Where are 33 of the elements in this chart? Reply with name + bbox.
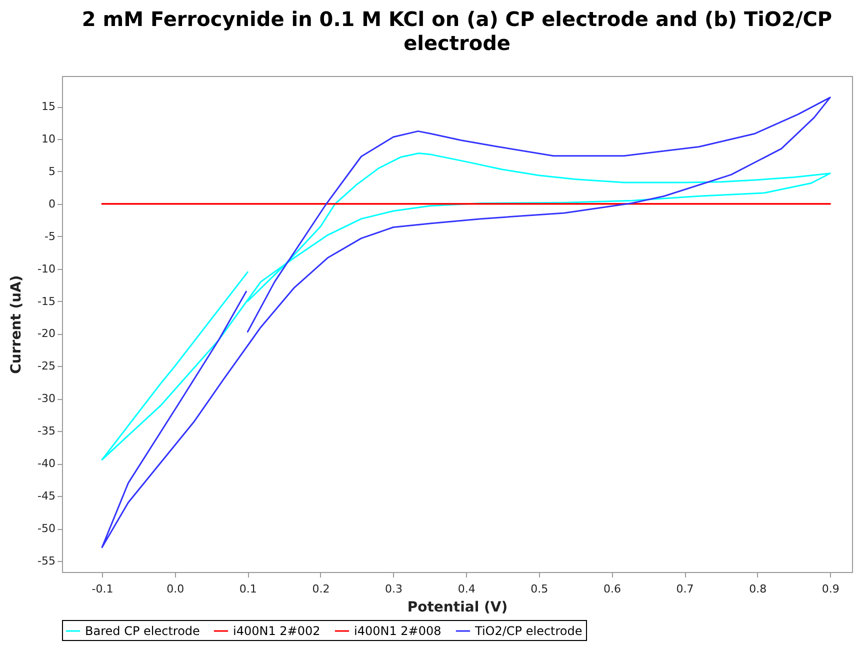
y-tick-label: -55 <box>38 554 56 568</box>
y-tick-label: -30 <box>38 392 56 406</box>
legend-label: i400N1 2#008 <box>354 624 442 638</box>
legend-label: TiO2/CP electrode <box>474 624 582 638</box>
x-tick-label: 0.6 <box>603 582 621 596</box>
y-tick-label: 0 <box>48 197 56 210</box>
y-axis-title: Current (uA) <box>8 275 25 374</box>
y-tick-label: -25 <box>38 360 56 373</box>
x-tick-label: 0.3 <box>385 582 403 596</box>
x-tick-label: 0.1 <box>239 582 257 596</box>
y-tick-label: 10 <box>42 132 56 146</box>
x-tick-label: 0.9 <box>822 582 840 596</box>
y-tick-label: -10 <box>38 262 56 276</box>
x-tick-label: 0.8 <box>749 582 767 596</box>
x-axis-title: Potential (V) <box>407 600 508 616</box>
x-tick-label: 0.7 <box>676 582 694 596</box>
y-tick-label: 5 <box>48 164 56 178</box>
y-tick-label: -5 <box>44 230 56 243</box>
x-tick-label: -0.1 <box>92 582 114 596</box>
y-tick-label: -20 <box>38 327 56 340</box>
y-tick-label: 15 <box>42 100 56 114</box>
x-tick-label: 0.4 <box>458 582 476 596</box>
x-tick-label: 0.2 <box>312 582 330 596</box>
legend-label: Bared CP electrode <box>85 624 200 638</box>
y-tick-label: -35 <box>38 424 56 438</box>
x-tick-label: 0.5 <box>530 582 548 596</box>
y-tick-label: -40 <box>38 457 56 470</box>
legend-label: i400N1 2#002 <box>233 624 320 638</box>
y-tick-label: -15 <box>38 294 56 308</box>
x-tick-label: 0.0 <box>166 582 184 596</box>
y-tick-label: -45 <box>38 490 56 503</box>
chart-title: 2 mM Ferrocynide in 0.1 M KCl on (a) CP electrode and (b) TiO2/CP electrode <box>82 7 832 55</box>
y-tick-label: -50 <box>38 522 56 536</box>
